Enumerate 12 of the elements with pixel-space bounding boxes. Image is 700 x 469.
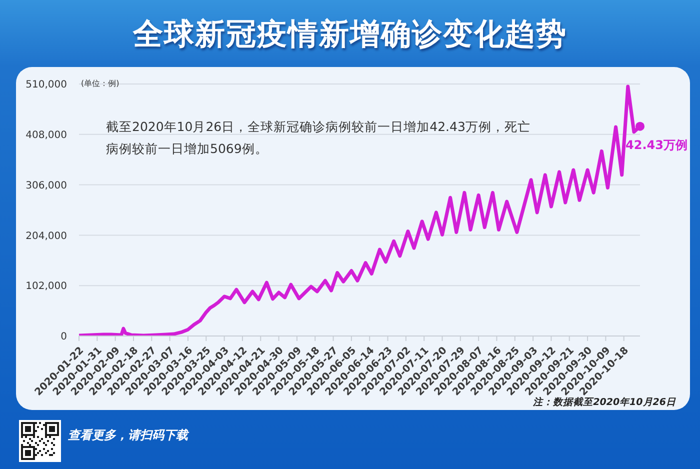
text: 查看更多，请扫码下载: [68, 427, 188, 444]
y-tick-label: 510,000: [26, 80, 67, 91]
y-tick-label: 102,000: [26, 281, 67, 292]
annotation: 42.43万例: [626, 138, 688, 152]
y-axis-title: (单位：例): [81, 78, 120, 89]
y-tick-label: 204,000: [26, 230, 67, 242]
chart-title: 全球新冠疫情新增确诊变化趋势: [132, 16, 568, 54]
y-tick-label: 306,000: [26, 180, 67, 192]
annotation: 截至2020年10月26日，全球新冠确诊病例较前一日增加42.43万例，死亡病例较前一日增加5069例。: [106, 118, 532, 158]
text: 注：数据截至2020年10月26日: [533, 396, 676, 409]
y-tick-label: 408,000: [26, 130, 67, 141]
y-tick-label: 0: [60, 332, 67, 343]
